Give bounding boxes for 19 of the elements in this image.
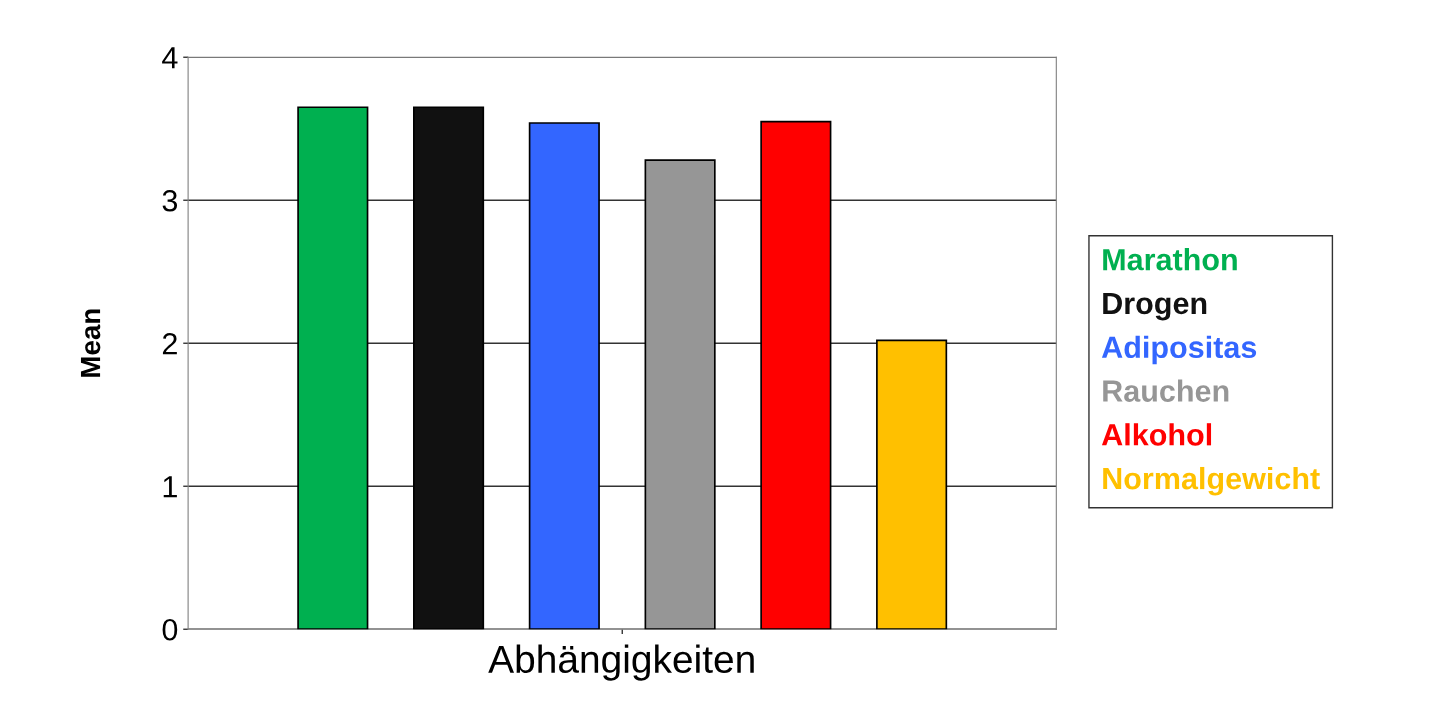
text: Alkohol (1101, 423, 1212, 446)
y-tick-label: 3 (162, 189, 178, 212)
text: Rauchen (1103, 379, 1229, 402)
text: Normalgewicht (1103, 466, 1320, 496)
bar (297, 106, 369, 630)
text: Drogen (1103, 292, 1207, 321)
y-tick-label: 1 (163, 476, 177, 498)
bar (876, 339, 948, 630)
y-axis-title: Mean (80, 309, 101, 377)
bar (413, 106, 485, 630)
text: Adipositas (1101, 335, 1257, 365)
bar (528, 122, 600, 630)
bar (760, 120, 832, 630)
x-axis-title: Abhängigkeiten (488, 644, 754, 681)
y-tick-label: 0 (162, 618, 178, 641)
bar (644, 159, 716, 630)
text: Marathon (1103, 248, 1237, 271)
y-tick-label: 2 (162, 332, 177, 355)
y-tick-label: 4 (162, 47, 178, 69)
